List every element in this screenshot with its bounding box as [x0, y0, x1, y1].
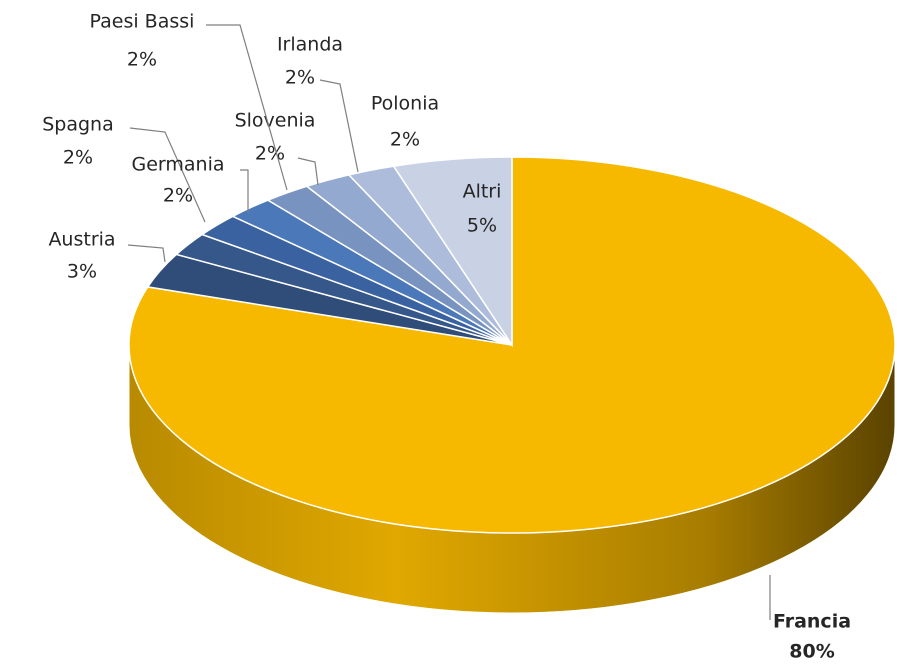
- value-label: 2%: [255, 143, 285, 165]
- value-label: 5%: [467, 215, 497, 237]
- value-label: 80%: [789, 641, 834, 663]
- category-label: Germania: [131, 154, 224, 176]
- leader-line: [240, 169, 249, 213]
- value-label: 2%: [127, 49, 157, 71]
- category-label: Slovenia: [235, 110, 316, 132]
- leader-line: [319, 79, 359, 173]
- value-label: 2%: [163, 185, 193, 207]
- category-label: Austria: [48, 229, 115, 251]
- leader-line: [129, 127, 206, 223]
- category-label: Irlanda: [277, 34, 343, 56]
- category-label: Altri: [463, 181, 502, 203]
- leader-line: [206, 24, 288, 191]
- labels: Francia 80% Austria 3% Spagna 2% Germania 2% Slo…: [42, 11, 851, 663]
- pie: [128, 156, 896, 614]
- value-label: 2%: [285, 67, 315, 89]
- value-label: 2%: [63, 147, 93, 169]
- leader-line: [297, 157, 319, 186]
- category-label: Polonia: [371, 93, 439, 115]
- value-label: 3%: [67, 261, 97, 283]
- category-label: Paesi Bassi: [90, 11, 195, 33]
- value-label: 2%: [390, 129, 420, 151]
- leader-line: [127, 244, 166, 263]
- category-label: Francia: [773, 611, 851, 633]
- pie-slice: [392, 156, 513, 348]
- category-label: Spagna: [42, 114, 114, 136]
